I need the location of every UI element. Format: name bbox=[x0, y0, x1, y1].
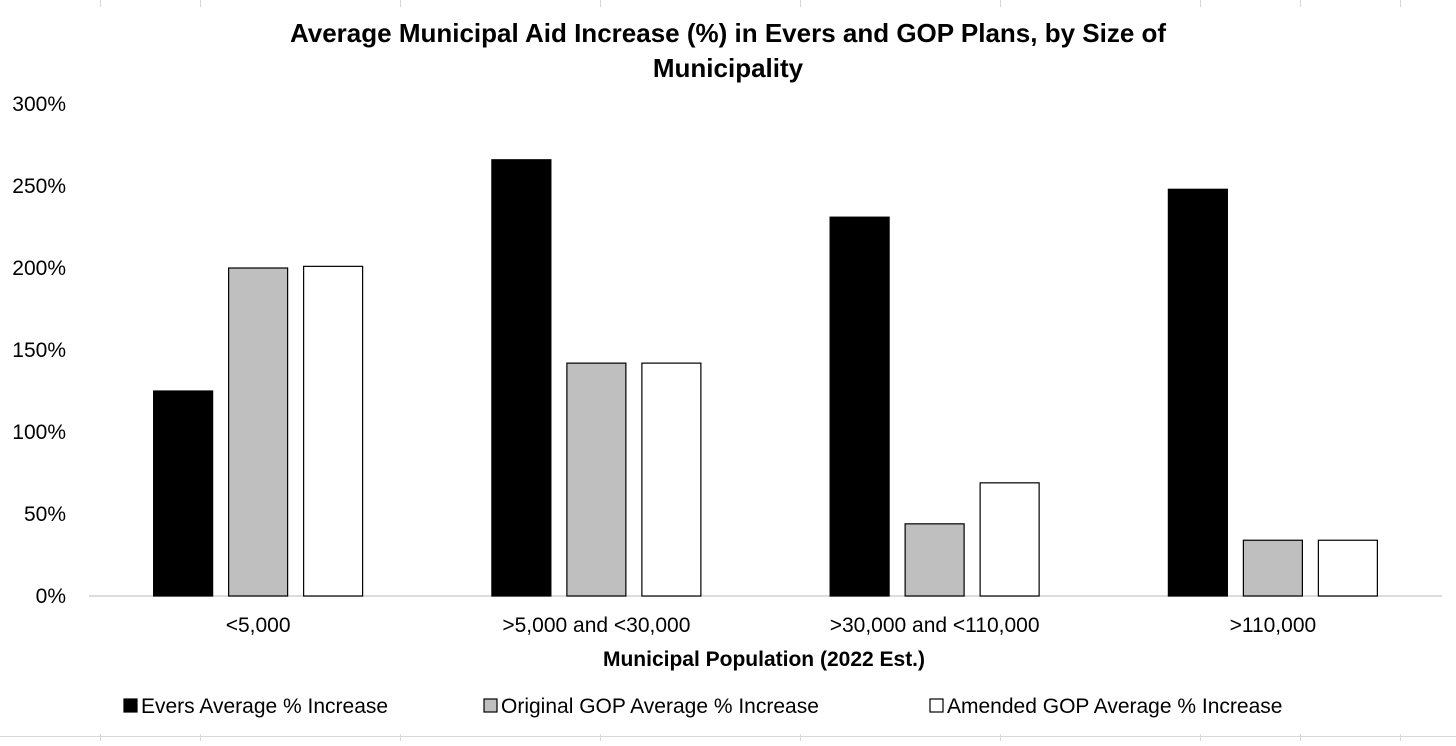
bars bbox=[153, 159, 1378, 597]
y-tick-label: 250% bbox=[12, 175, 66, 198]
y-tick-label: 50% bbox=[24, 503, 66, 526]
legend-label: Amended GOP Average % Increase bbox=[947, 695, 1282, 718]
legend-swatch bbox=[123, 698, 138, 713]
bar-1-1 bbox=[153, 390, 214, 597]
legend-swatch bbox=[929, 698, 944, 713]
bar-2-3 bbox=[904, 523, 965, 597]
legend: Evers Average % Increase Original GOP Ave… bbox=[123, 695, 1282, 718]
bar-2-1 bbox=[228, 267, 289, 597]
y-tick-label: 300% bbox=[12, 93, 66, 116]
legend-label: Evers Average % Increase bbox=[141, 695, 388, 718]
bar-1-4 bbox=[1167, 188, 1228, 597]
bar-1-3 bbox=[829, 216, 890, 597]
legend-label: Original GOP Average % Increase bbox=[501, 695, 819, 718]
chart-title-line-2: Municipality bbox=[653, 53, 804, 83]
y-axis: 0% 50% 100% 150% 200% 250% 300% bbox=[12, 93, 66, 608]
x-tick-label: <5,000 bbox=[226, 614, 291, 637]
chart-title-line-1: Average Municipal Aid Increase (%) in Ev… bbox=[290, 18, 1166, 48]
legend-swatch bbox=[483, 698, 498, 713]
x-axis: <5,000 >5,000 and <30,000 >30,000 and <110… bbox=[226, 614, 1316, 637]
x-axis-title: Municipal Population (2022 Est.) bbox=[603, 648, 925, 671]
bar-3-1 bbox=[303, 265, 364, 597]
bar-2-4 bbox=[1242, 539, 1303, 597]
x-tick-label: >5,000 and <30,000 bbox=[502, 614, 690, 637]
bar-3-4 bbox=[1317, 539, 1378, 597]
bar-2-2 bbox=[566, 362, 627, 597]
bar-3-2 bbox=[641, 362, 702, 597]
y-tick-label: 0% bbox=[36, 585, 66, 608]
y-tick-label: 100% bbox=[12, 421, 66, 444]
bar-1-2 bbox=[491, 159, 552, 597]
bar-3-3 bbox=[979, 482, 1040, 597]
y-tick-label: 150% bbox=[12, 339, 66, 362]
y-tick-label: 200% bbox=[12, 257, 66, 280]
x-tick-label: >110,000 bbox=[1230, 614, 1317, 637]
x-tick-label: >30,000 and <110,000 bbox=[830, 614, 1040, 637]
